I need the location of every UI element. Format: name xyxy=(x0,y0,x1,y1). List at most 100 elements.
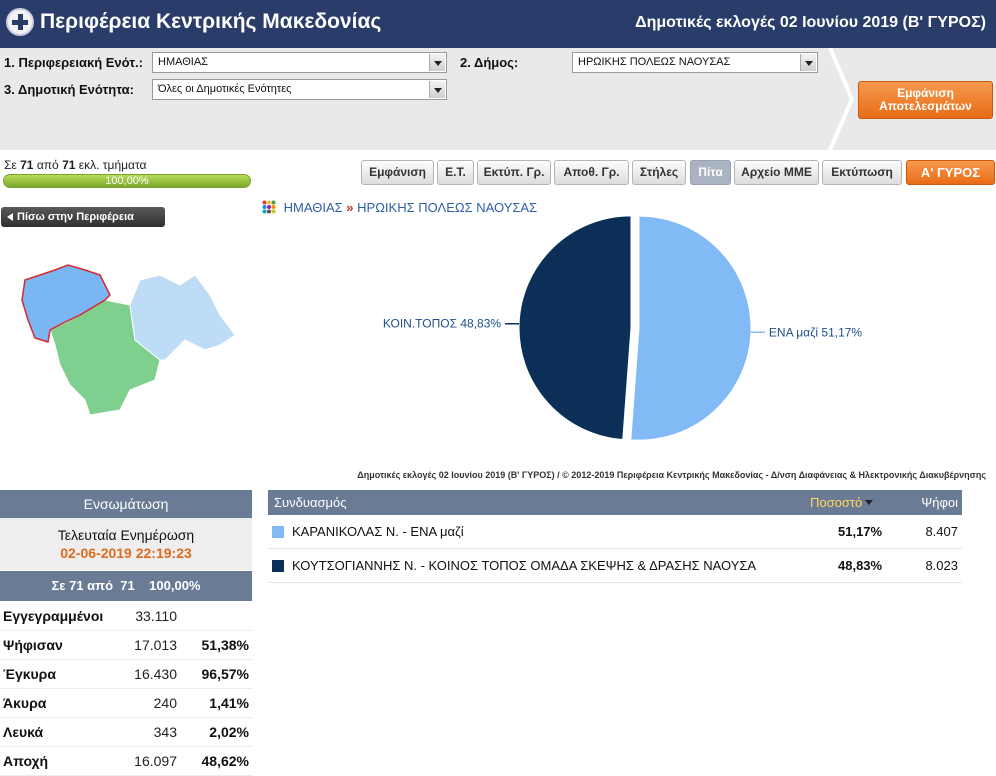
stats-row-value: 240 xyxy=(153,695,177,711)
municipality-value: ΗΡΩΙΚΗΣ ΠΟΛΕΩΣ ΝΑΟΥΣΑΣ xyxy=(578,56,731,68)
pie-slice[interactable] xyxy=(630,215,752,441)
column-percent[interactable]: Ποσοστό xyxy=(810,490,874,515)
total-number: 71 xyxy=(62,158,76,172)
election-title: Δημοτικές εκλογές 02 Ιουνίου 2019 (Β' ΓΥ… xyxy=(635,14,986,31)
breadcrumb-municipality: ΗΡΩΙΚΗΣ ΠΟΛΕΩΣ ΝΑΟΥΣΑΣ xyxy=(357,200,538,215)
back-to-region-button[interactable]: Πίσω στην Περιφέρεια xyxy=(1,207,165,227)
party-votes: 8.407 xyxy=(925,524,958,539)
toolbar-button-print-chart[interactable]: Εκτύπ. Γρ. xyxy=(477,160,551,185)
copyright-text: Δημοτικές εκλογές 02 Ιουνίου 2019 (Β' ΓΥ… xyxy=(357,470,986,480)
last-update-value: 02-06-2019 22:19:23 xyxy=(60,545,192,561)
municipality-select[interactable]: ΗΡΩΙΚΗΣ ΠΟΛΕΩΣ ΝΑΟΥΣΑΣ xyxy=(572,52,818,73)
progress-fill xyxy=(4,175,250,187)
party-name: ΚΟΥΤΣΟΓΙΑΝΝΗΣ Ν. - ΚΟΙΝΟΣ ΤΟΠΟΣ ΟΜΑΔΑ ΣΚ… xyxy=(292,558,757,573)
stats-summary: Σε 71 από 71 100,00% xyxy=(0,571,252,601)
stats-row: Αποχή 16.097 48,62% xyxy=(0,747,252,776)
party-percent: 48,83% xyxy=(838,558,883,573)
regional-unit-label: 1. Περιφερειακή Ενότ.: xyxy=(4,55,143,70)
map-area-naousa[interactable] xyxy=(21,264,111,343)
stats-row-value: 16.430 xyxy=(134,666,177,682)
stats-row: Άκυρα 240 1,41% xyxy=(0,689,252,718)
last-update-label: Τελευταία Ενημέρωση xyxy=(57,527,195,543)
chevron-divider-icon xyxy=(828,48,855,150)
breadcrumb: ΗΜΑΘΙΑΣ » ΗΡΩΙΚΗΣ ΠΟΛΕΩΣ ΝΑΟΥΣΑΣ xyxy=(262,200,537,215)
dropdown-arrow-icon[interactable] xyxy=(429,81,445,98)
pie-slice-label: ΕΝΑ μαζί 51,17% xyxy=(769,325,863,339)
sort-desc-icon xyxy=(865,500,874,505)
pie-chart: ΕΝΑ μαζί 51,17% ΚΟΙΝ.ΤΟΠΟΣ 48,83% xyxy=(383,215,863,441)
counted-number: 71 xyxy=(20,158,34,172)
stats-row-label: Αποχή xyxy=(3,753,49,769)
app-header: Περιφέρεια Κεντρικής Μακεδονίας Δημοτικέ… xyxy=(0,0,996,48)
column-percent-label: Ποσοστό xyxy=(810,495,863,510)
stats-row-percent: 1,41% xyxy=(209,695,249,711)
municipality-label: 2. Δήμος: xyxy=(460,55,519,70)
stats-row-percent: 96,57% xyxy=(201,666,249,682)
breadcrumb-separator: » xyxy=(346,200,354,215)
party-votes: 8.023 xyxy=(925,558,958,573)
stats-row-label: Ψήφισαν xyxy=(3,637,63,653)
column-votes[interactable]: Ψήφοι xyxy=(921,495,958,510)
pie-slice[interactable] xyxy=(518,215,632,441)
toolbar-button-et[interactable]: Ε.Τ. xyxy=(437,160,474,185)
stats-row-label: Λευκά xyxy=(3,724,44,740)
result-row[interactable]: ΚΑΡΑΝΙΚΟΛΑΣ Ν. - ΕΝΑ μαζί 51,17% 8.407 xyxy=(268,515,962,549)
progress-bar: 100,00% xyxy=(3,174,251,188)
party-color-swatch xyxy=(272,526,284,538)
stats-row: Εγγεγραμμένοι 33.110 xyxy=(0,602,252,631)
stats-row-percent: 2,02% xyxy=(209,724,249,740)
pie-slice-label: ΚΟΙΝ.ΤΟΠΟΣ 48,83% xyxy=(383,317,502,331)
stats-row: Έγκυρα 16.430 96,57% xyxy=(0,660,252,689)
column-combination[interactable]: Συνδυασμός xyxy=(274,495,347,510)
result-row[interactable]: ΚΟΥΤΣΟΓΙΑΝΝΗΣ Ν. - ΚΟΙΝΟΣ ΤΟΠΟΣ ΟΜΑΔΑ ΣΚ… xyxy=(268,549,962,583)
stats-row-percent: 48,62% xyxy=(201,753,249,769)
map-area-east[interactable] xyxy=(129,274,236,361)
back-button-label: Πίσω στην Περιφέρεια xyxy=(17,211,134,223)
stats-row-value: 16.097 xyxy=(134,753,177,769)
show-results-button[interactable]: Εμφάνιση Αποτελεσμάτων xyxy=(858,81,993,119)
toolbar-button-media-file[interactable]: Αρχείο ΜΜΕ xyxy=(734,160,819,185)
show-results-line1: Εμφάνιση xyxy=(897,86,954,100)
stats-row-label: Άκυρα xyxy=(3,695,47,711)
toolbar-button-pie[interactable]: Πίτα xyxy=(690,160,731,185)
region-map xyxy=(21,264,236,416)
map-area-south[interactable] xyxy=(49,299,161,416)
filter-panel: 1. Περιφερειακή Ενότ.: ΗΜΑΘΙΑΣ 2. Δήμος:… xyxy=(0,48,996,150)
toolbar-button-columns[interactable]: Στήλες xyxy=(632,160,686,185)
stats-title: Ενσωμάτωση xyxy=(0,490,252,518)
counted-prefix: Σε xyxy=(4,158,17,172)
stats-row: Ψήφισαν 17.013 51,38% xyxy=(0,631,252,660)
party-percent: 51,17% xyxy=(838,524,883,539)
back-arrow-icon xyxy=(7,213,13,221)
progress-text: 100,00% xyxy=(105,175,149,187)
stats-row-value: 343 xyxy=(153,724,177,740)
colored-dots-icon xyxy=(262,200,276,214)
regional-unit-select[interactable]: ΗΜΑΘΙΑΣ xyxy=(152,52,447,73)
party-color-swatch xyxy=(272,560,284,572)
page-title: Περιφέρεια Κεντρικής Μακεδονίας xyxy=(40,10,382,33)
emblem-logo xyxy=(6,8,34,36)
stats-row-value: 17.013 xyxy=(134,637,177,653)
municipal-unit-select[interactable]: Όλες οι Δημοτικές Ενότητες xyxy=(152,79,447,100)
first-round-button[interactable]: Α' ΓΥΡΟΣ xyxy=(906,160,995,185)
show-results-line2: Αποτελεσμάτων xyxy=(879,99,972,113)
stats-row-label: Εγγεγραμμένοι xyxy=(3,608,104,624)
municipal-unit-label: 3. Δημοτική Ενότητα: xyxy=(4,82,134,97)
municipal-unit-value: Όλες οι Δημοτικές Ενότητες xyxy=(158,83,292,95)
breadcrumb-unit-link[interactable]: ΗΜΑΘΙΑΣ xyxy=(283,200,343,215)
last-update-box: Τελευταία Ενημέρωση 02-06-2019 22:19:23 xyxy=(0,518,252,570)
counted-middle: από xyxy=(36,158,59,172)
toolbar-button-print[interactable]: Εκτύπωση xyxy=(822,160,902,185)
counted-sections-text: Σε 71 από 71 εκλ. τμήματα xyxy=(4,158,146,172)
toolbar-button-save-chart[interactable]: Αποθ. Γρ. xyxy=(554,160,629,185)
regional-unit-value: ΗΜΑΘΙΑΣ xyxy=(158,56,208,68)
dropdown-arrow-icon[interactable] xyxy=(800,54,816,71)
party-name: ΚΑΡΑΝΙΚΟΛΑΣ Ν. - ΕΝΑ μαζί xyxy=(292,524,464,539)
stats-row: Λευκά 343 2,02% xyxy=(0,718,252,747)
counted-suffix: εκλ. τμήματα xyxy=(78,158,147,172)
toolbar-button-show[interactable]: Εμφάνιση xyxy=(361,160,434,185)
stats-row-percent: 51,38% xyxy=(201,637,249,653)
stats-row-label: Έγκυρα xyxy=(3,666,56,682)
dropdown-arrow-icon[interactable] xyxy=(429,54,445,71)
results-header: Συνδυασμός Ποσοστό Ψήφοι xyxy=(268,490,962,515)
